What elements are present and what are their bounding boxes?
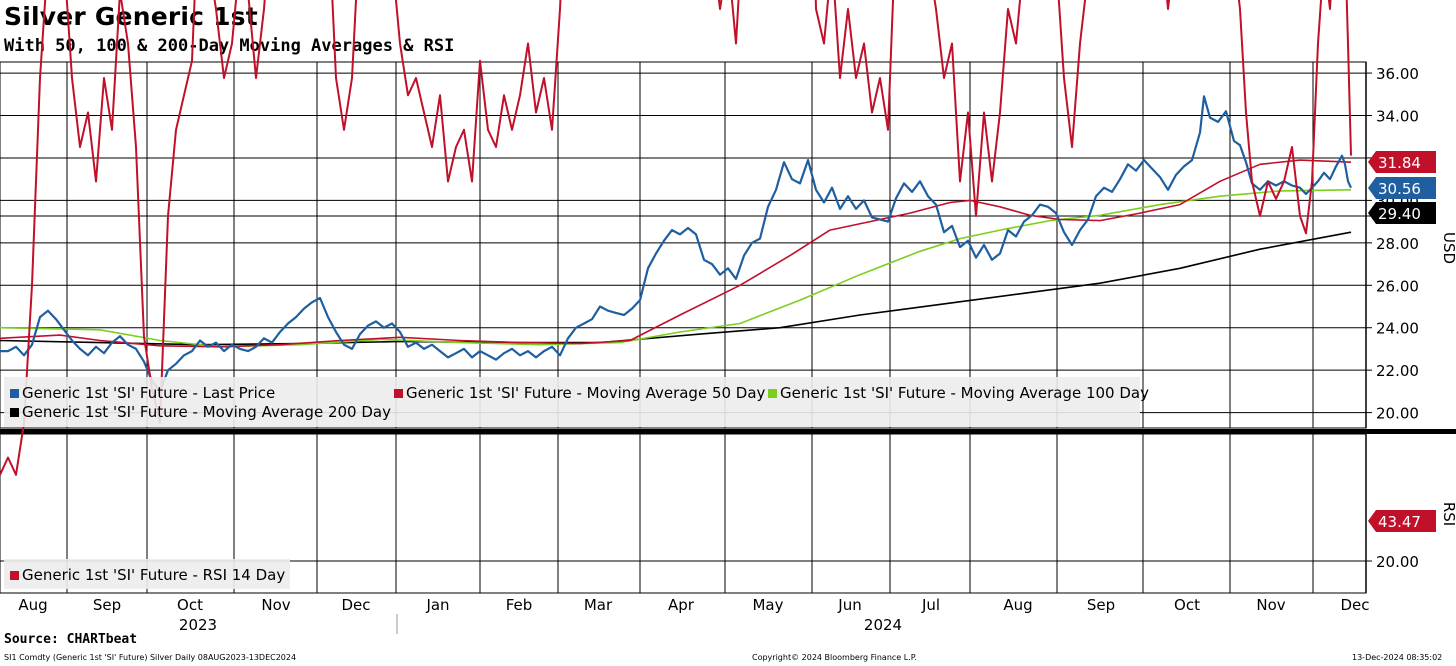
footer-ticker-info: SI1 Comdty (Generic 1st 'SI' Future) Sil… [4,653,297,662]
x-tick-label: Nov [261,596,290,614]
x-year-label: 2023 [179,616,217,634]
y-tick-label-main: 20.00 [1376,405,1419,423]
x-tick-label: Oct [1174,596,1200,614]
x-year-label: 2024 [864,616,902,634]
price-panel-frame [0,61,1367,429]
last-value-price-bg [1368,177,1436,199]
x-tick-label: Sep [1087,596,1115,614]
series-line-ma50 [0,159,1352,348]
y-tick-label-rsi: 20.00 [1376,553,1419,571]
x-tick-label: Oct [177,596,203,614]
last-value-rsi: 43.47 [1378,513,1421,531]
x-tick-label: Dec [1340,596,1369,614]
legend-swatch [768,389,777,398]
x-tick-label: Nov [1256,596,1285,614]
legend-label: Generic 1st 'SI' Future - RSI 14 Day [22,566,285,584]
legend-swatch [10,389,19,398]
legend-swatch [394,389,403,398]
panel-separator [0,429,1456,434]
legend-swatch [10,571,19,580]
x-tick-label: Sep [93,596,121,614]
x-tick-label: Aug [18,596,47,614]
y-tick-label-main: 34.00 [1376,108,1419,126]
legend-box-rsi [4,559,290,589]
legend-label: Generic 1st 'SI' Future - Last Price [22,384,275,402]
y-tick-label-main: 24.00 [1376,320,1419,338]
y-tick-label-main: 26.00 [1376,277,1419,295]
legend-label: Generic 1st 'SI' Future - Moving Average… [406,384,766,402]
x-tick-label: Mar [584,596,613,614]
series-line-rsi [0,0,1352,476]
legend-label: Generic 1st 'SI' Future - Moving Average… [780,384,1149,402]
x-tick-label: Apr [668,596,695,614]
y-tick-label-main: 36.00 [1376,65,1419,83]
legend-box-main [4,377,1140,427]
x-tick-label: Dec [341,596,370,614]
legend-swatch [10,408,19,417]
last-value-price: 30.56 [1378,180,1421,198]
series-line-price [0,95,1352,393]
footer-timestamp: 13-Dec-2024 08:35:02 [1352,653,1443,662]
last-value-ma50-bg [1368,151,1436,173]
x-tick-label: Jul [921,596,940,614]
series-line-ma200 [0,231,1352,346]
source-label: Source: CHARTbeat [4,632,138,647]
y-axis-title-rsi: RSI [1440,502,1456,526]
last-value-ma200-bg [1368,202,1436,224]
last-value-ma50: 31.84 [1378,154,1421,172]
x-tick-label: Feb [506,596,533,614]
x-tick-label: Aug [1003,596,1032,614]
x-tick-label: May [752,596,783,614]
last-value-ma200: 29.40 [1378,205,1421,223]
x-tick-label: Jun [837,596,861,614]
y-axis-title-main: USD [1440,232,1456,264]
y-tick-label-main: 22.00 [1376,362,1419,380]
legend-label: Generic 1st 'SI' Future - Moving Average… [22,403,391,421]
x-tick-label: Jan [425,596,449,614]
footer-copyright: Copyright© 2024 Bloomberg Finance L.P. [752,653,917,662]
y-tick-label-main: 28.00 [1376,235,1419,253]
last-value-rsi-bg [1368,510,1436,532]
